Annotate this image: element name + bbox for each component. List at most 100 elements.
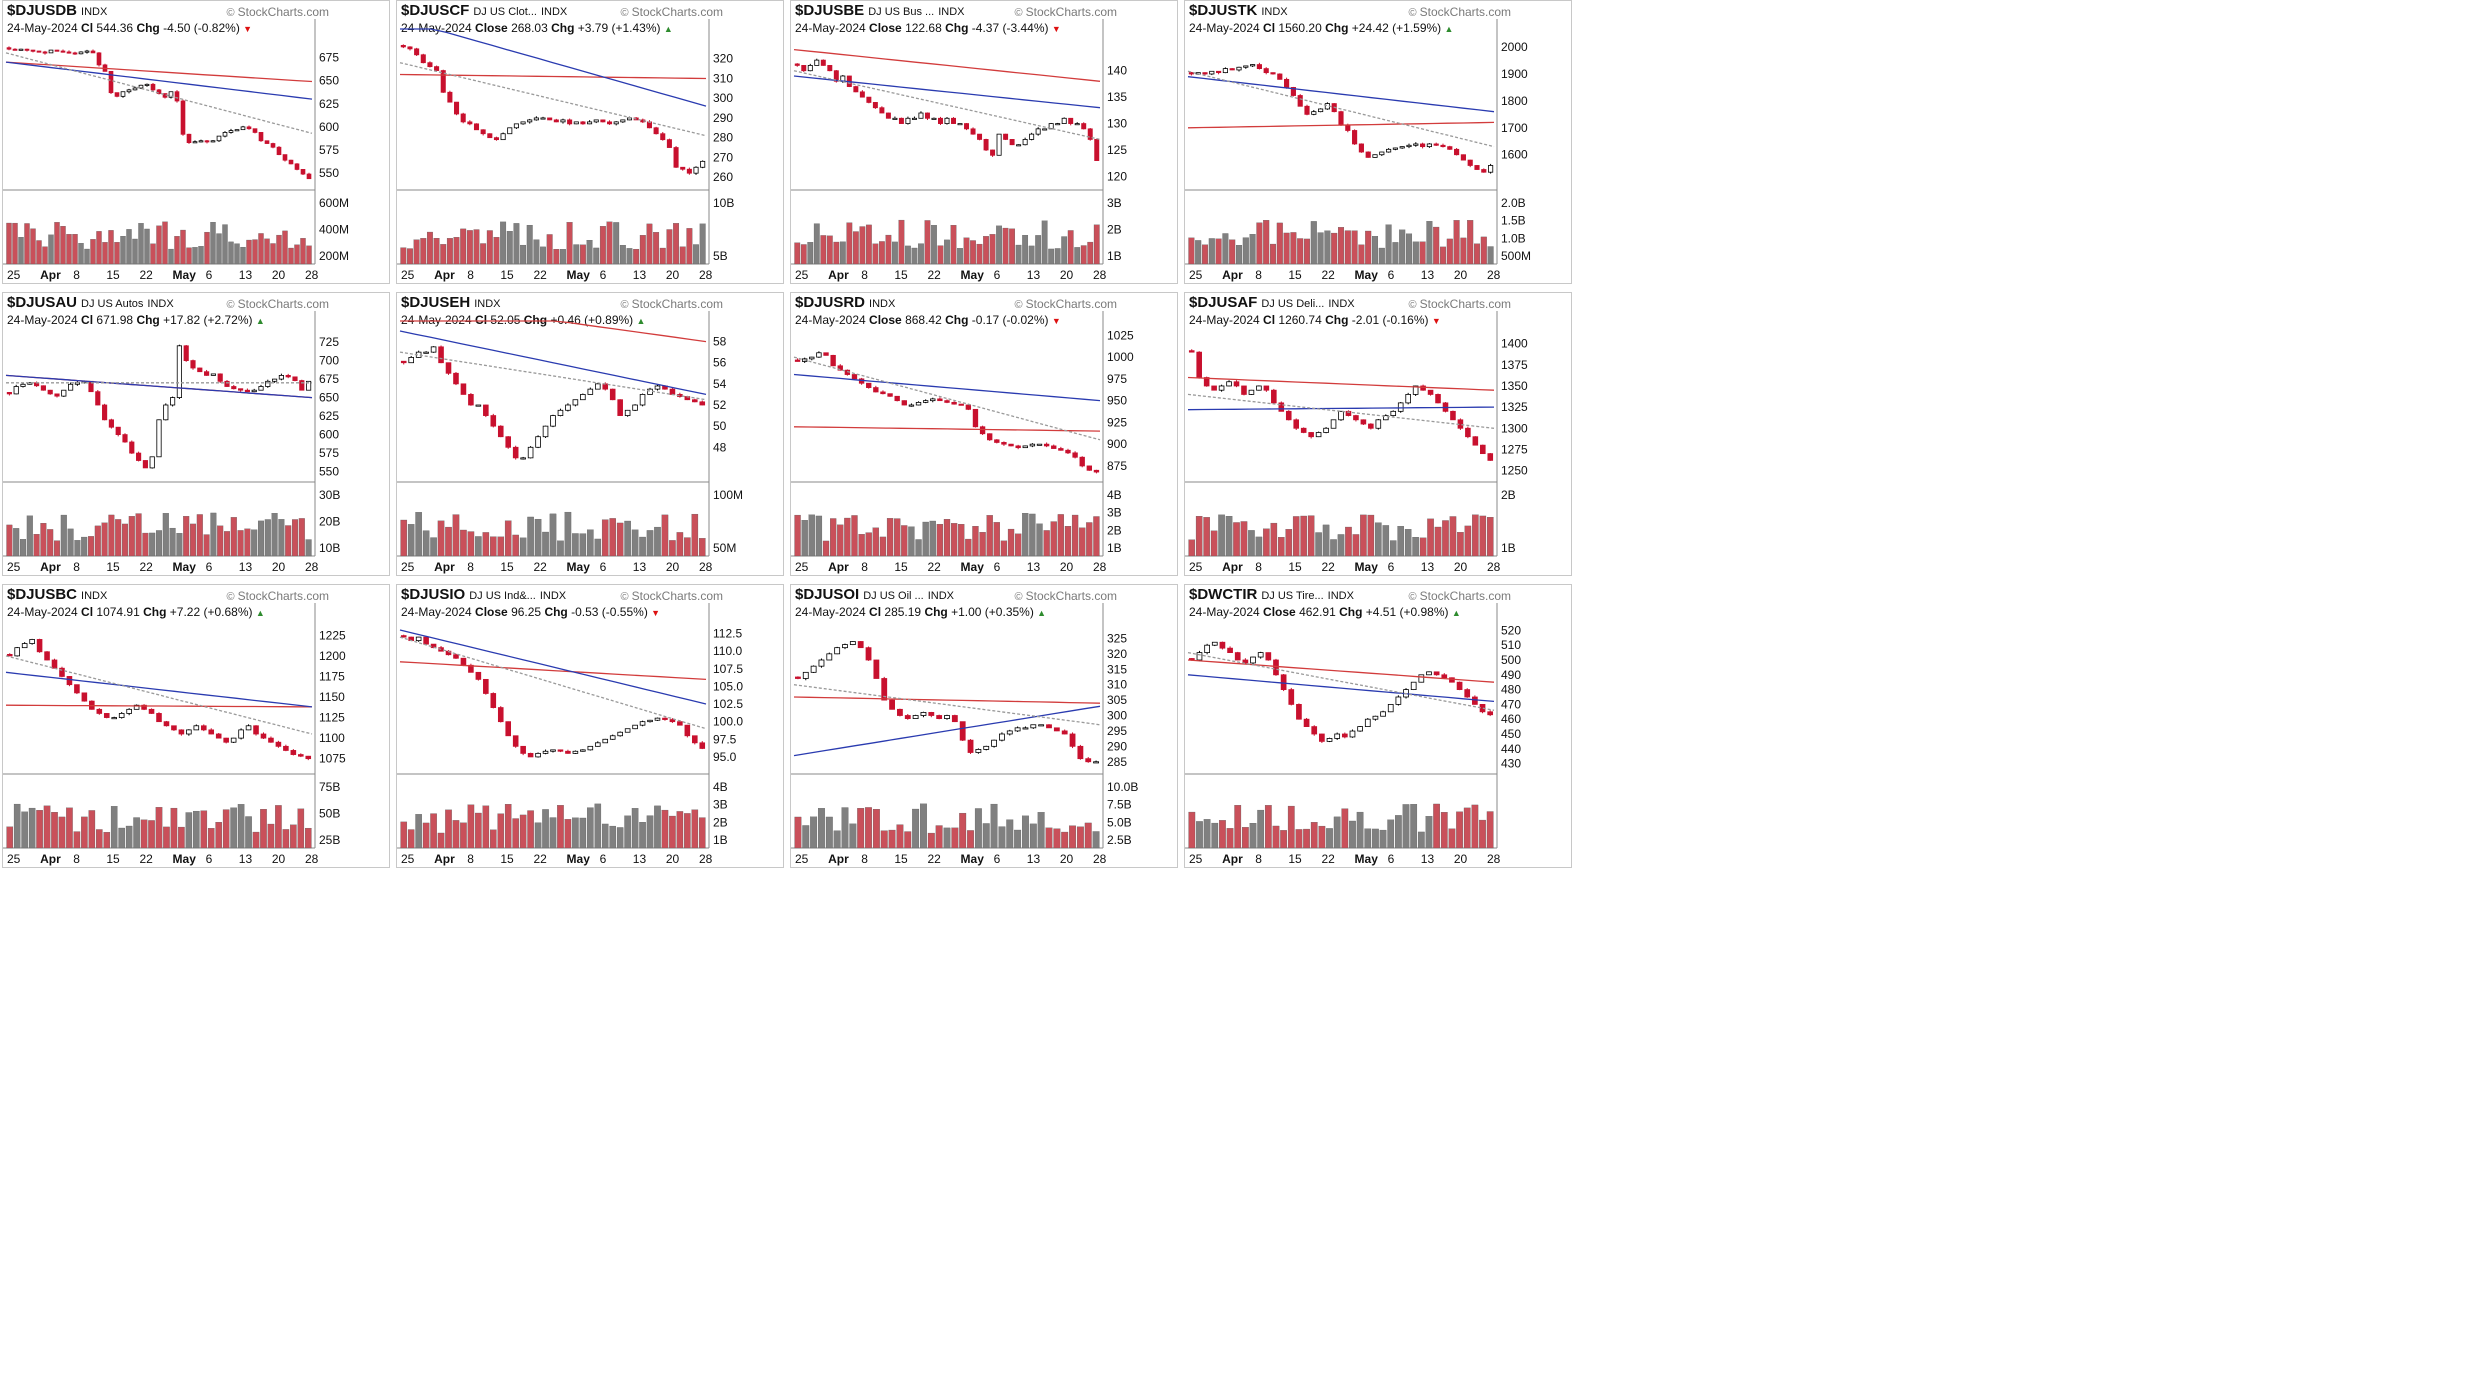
volume-bar [1229, 239, 1236, 265]
volume-bar [150, 243, 156, 265]
chart-date: 24-May-2024 [7, 605, 82, 619]
volume-bar [452, 820, 460, 849]
x-tick-label: Apr [1222, 268, 1243, 282]
volume-bar [631, 529, 639, 557]
candle [654, 717, 661, 721]
volume-bar [686, 228, 693, 265]
watermark: © StockCharts.com [620, 297, 723, 311]
volume-bar [244, 528, 251, 557]
watermark: © StockCharts.com [620, 589, 723, 603]
x-tick-label: 6 [206, 560, 213, 574]
chart-panel[interactable]: $DJUSOI DJ US Oil ... INDX © StockCharts.co… [790, 584, 1178, 868]
x-tick-label: 6 [994, 560, 1001, 574]
volume-bar [270, 243, 276, 265]
chart-panel[interactable]: $DJUSCF DJ US Clot... INDX © StockCharts.co… [396, 0, 784, 284]
chg-value: -0.53 (-0.55%) [571, 605, 652, 619]
candle [178, 729, 185, 735]
volume-bar [304, 827, 312, 849]
volume-bar [1412, 241, 1419, 265]
volume-bar [801, 520, 808, 557]
chart-svg: 1025 1000 975 950 925 900 875 4B 3B 2B 1B 25 Apr 8 15 2… [791, 311, 1134, 574]
candle [1405, 394, 1411, 404]
chart-panel[interactable]: $DJUSRD INDX © StockCharts.com 24-May-2024 … [790, 292, 1178, 576]
candle [81, 692, 88, 702]
chart-info: 24-May-2024 Close 868.42 Chg -0.17 (-0.0… [795, 313, 1061, 327]
close-label: Close [475, 605, 512, 619]
x-tick-label: 22 [927, 268, 941, 282]
chart-panel[interactable]: $DJUSTK INDX © StockCharts.com 24-May-2024 … [1184, 0, 1572, 284]
volume-bar [1188, 539, 1196, 557]
candle [251, 389, 257, 393]
x-tick-label: 15 [1288, 560, 1302, 574]
volume-bar [693, 244, 699, 265]
chart-panel[interactable]: $DJUSAF DJ US Deli... INDX © StockCharts.co… [1184, 292, 1572, 576]
candle [1196, 652, 1203, 661]
candle [114, 92, 120, 97]
moving-average-line [1187, 76, 1495, 113]
y-tick-label: 102.5 [713, 697, 743, 711]
moving-average-line [399, 330, 707, 396]
volume-bar [1029, 823, 1037, 849]
x-tick-label: 25 [7, 852, 21, 866]
volume-bar [794, 514, 801, 557]
up-arrow-icon: ▲ [663, 24, 673, 34]
volume-bar [813, 223, 820, 265]
candle [1209, 70, 1215, 75]
volume-bar [872, 243, 879, 265]
candle [918, 112, 924, 119]
candle [1202, 72, 1208, 75]
y-tick-label: 1325 [1501, 400, 1528, 414]
volume-bar [452, 514, 460, 557]
candle [299, 380, 305, 391]
volume-tick-label: 400M [319, 223, 349, 237]
volume-bar [527, 810, 534, 849]
volume-tick-label: 3B [713, 798, 728, 812]
candle [542, 425, 549, 438]
y-tick-label: 300 [1107, 709, 1127, 723]
moving-average-line [1187, 70, 1495, 148]
volume-bar [183, 516, 190, 557]
chart-panel[interactable]: $DWCTIR DJ US Tire... INDX © StockCharts.co… [1184, 584, 1572, 868]
candle [1338, 111, 1344, 126]
candle [223, 737, 229, 743]
candle [210, 373, 216, 376]
candle [96, 708, 103, 714]
candle [1474, 165, 1480, 170]
volume-bar [852, 231, 859, 265]
chart-panel[interactable]: $DJUSBE DJ US Bus ... INDX © StockCharts.co… [790, 0, 1178, 284]
y-tick-label: 52 [713, 398, 727, 412]
candle [684, 724, 691, 737]
volume-bar [1074, 247, 1081, 265]
chg-value: +1.00 (+0.35%) [951, 605, 1038, 619]
moving-average-line [399, 351, 707, 401]
chart-name: DJ US Clot... [473, 6, 537, 18]
watermark-text: StockCharts.com [631, 589, 723, 603]
volume-bar [1440, 812, 1448, 849]
volume-bar [593, 247, 600, 265]
volume-bar [1226, 828, 1234, 849]
volume-bar [297, 808, 305, 849]
chart-panel[interactable]: $DJUSDB INDX © StockCharts.com 24-May-2024 … [2, 0, 390, 284]
volume-bar [58, 816, 66, 849]
candle [129, 441, 135, 454]
volume-bar [993, 522, 1000, 557]
candle [1227, 647, 1233, 653]
chart-panel[interactable]: $DJUSEH INDX © StockCharts.com 24-May-2024 … [396, 292, 784, 576]
candle [602, 738, 609, 744]
chg-label: Chg [1325, 21, 1352, 35]
volume-bar [1061, 831, 1069, 849]
candle [686, 168, 692, 174]
chart-date: 24-May-2024 [1189, 21, 1264, 35]
chart-panel[interactable]: $DJUSAU DJ US Autos INDX © StockCharts.com 2… [2, 292, 390, 576]
volume-bar [931, 225, 937, 265]
chart-panel[interactable]: $DJUSIO DJ US Ind&... INDX © StockCharts.co… [396, 584, 784, 868]
candle [445, 362, 452, 374]
candle [983, 139, 989, 151]
x-tick-label: 6 [1388, 852, 1395, 866]
chart-panel[interactable]: $DJUSBC INDX © StockCharts.com 24-May-2024 … [2, 584, 390, 868]
watermark-text: StockCharts.com [1025, 297, 1117, 311]
volume-tick-label: 2B [1107, 523, 1122, 537]
volume-bar [1043, 530, 1050, 557]
candle [14, 647, 20, 657]
volume-bar [549, 513, 557, 557]
